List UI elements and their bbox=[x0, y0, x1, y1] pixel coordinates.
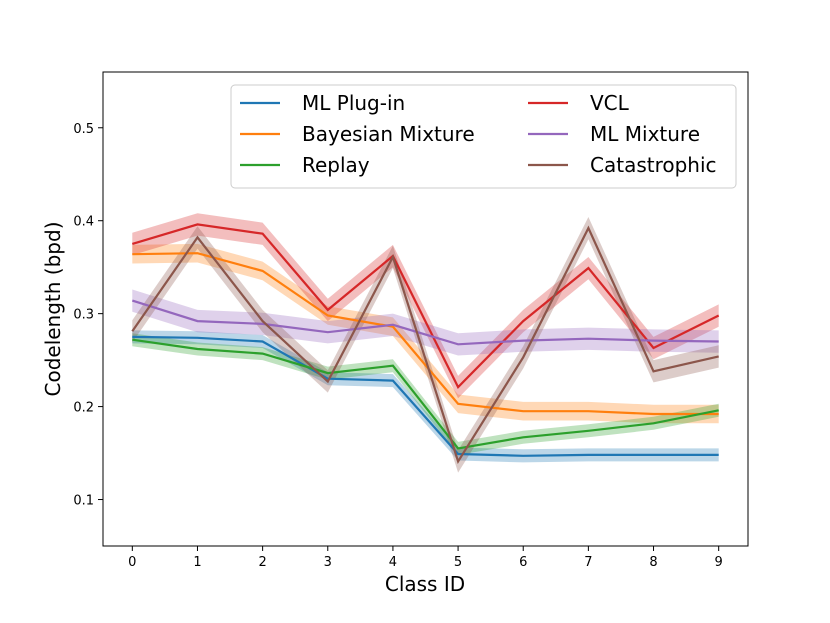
y-tick-label: 0.2 bbox=[73, 401, 94, 416]
legend-label-bayesian-mixture: Bayesian Mixture bbox=[302, 122, 475, 146]
x-tick-label: 4 bbox=[389, 555, 397, 570]
x-tick-label: 5 bbox=[454, 555, 462, 570]
x-tick-label: 0 bbox=[128, 555, 136, 570]
line-bayesian-mixture bbox=[132, 252, 719, 416]
y-tick-label: 0.5 bbox=[73, 122, 94, 137]
x-tick-label: 9 bbox=[715, 555, 723, 570]
line-vcl bbox=[131, 223, 720, 389]
x-tick-label: 3 bbox=[324, 555, 332, 570]
plot-frame bbox=[102, 71, 749, 547]
x-tick-label: 7 bbox=[584, 555, 592, 570]
x-tick-label: 1 bbox=[193, 555, 201, 570]
line-ml-plug-in bbox=[132, 335, 719, 457]
legend-label-catastrophic: Catastrophic bbox=[590, 153, 717, 177]
x-axis-label: Class ID bbox=[385, 572, 465, 596]
band-bayesian-mixture bbox=[132, 243, 719, 424]
confidence-bands bbox=[132, 213, 719, 473]
band-replay bbox=[132, 333, 719, 455]
y-tick-label: 0.3 bbox=[73, 308, 94, 323]
y-axis-label: Codelength (bpd) bbox=[41, 222, 65, 397]
band-catastrophic bbox=[132, 217, 719, 473]
x-tick-label: 8 bbox=[649, 555, 657, 570]
x-tick-label: 2 bbox=[258, 555, 266, 570]
line-ml-mixture bbox=[131, 299, 719, 346]
x-tick-label: 6 bbox=[519, 555, 527, 570]
band-vcl bbox=[132, 213, 719, 399]
line-catastrophic bbox=[131, 225, 719, 464]
legend-box bbox=[230, 84, 737, 189]
legend: ML Plug-in Bayesian Mixture Replay VCL ML Mi… bbox=[230, 84, 737, 189]
x-axis: 0 1 2 3 4 5 6 7 8 9 bbox=[128, 546, 723, 570]
legend-label-replay: Replay bbox=[302, 153, 370, 177]
legend-label-ml-plug-in: ML Plug-in bbox=[302, 91, 405, 115]
band-ml-plug-in bbox=[132, 330, 719, 463]
y-axis: 0.1 0.2 0.3 0.4 0.5 bbox=[73, 122, 103, 509]
line-replay bbox=[132, 338, 719, 450]
y-tick-label: 0.1 bbox=[73, 494, 94, 509]
legend-label-vcl: VCL bbox=[590, 91, 630, 115]
legend-label-ml-mixture: ML Mixture bbox=[590, 122, 700, 146]
y-tick-label: 0.4 bbox=[73, 215, 94, 230]
series-lines bbox=[131, 223, 720, 464]
